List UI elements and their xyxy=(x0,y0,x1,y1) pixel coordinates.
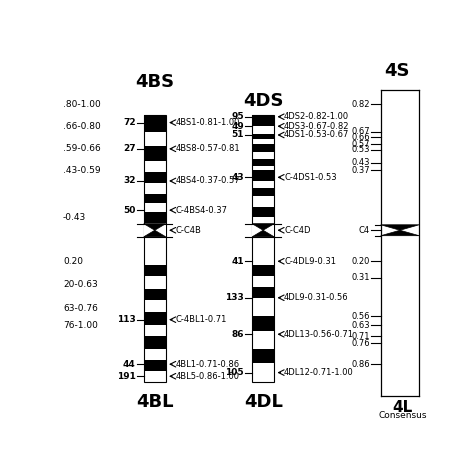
Polygon shape xyxy=(381,230,419,236)
Polygon shape xyxy=(252,230,274,237)
Text: 0.86: 0.86 xyxy=(351,360,370,369)
Text: 4DS3-0.67-0.82: 4DS3-0.67-0.82 xyxy=(284,122,349,131)
Text: 32: 32 xyxy=(123,176,136,185)
Text: 4L: 4L xyxy=(392,401,413,416)
Text: 4BS: 4BS xyxy=(135,73,174,91)
Text: 113: 113 xyxy=(117,315,136,324)
Bar xyxy=(252,188,274,196)
Bar xyxy=(144,146,166,161)
Polygon shape xyxy=(381,225,419,230)
Bar xyxy=(252,134,274,139)
Bar xyxy=(144,115,166,132)
Text: 86: 86 xyxy=(231,330,244,339)
Text: 50: 50 xyxy=(123,206,136,215)
Text: 0.76: 0.76 xyxy=(351,339,370,348)
Text: 0.20: 0.20 xyxy=(351,257,370,266)
Bar xyxy=(252,224,274,237)
Text: C-4DS1-0.53: C-4DS1-0.53 xyxy=(284,173,337,182)
Text: C-4BL1-0.71: C-4BL1-0.71 xyxy=(176,315,227,324)
Text: 0.56: 0.56 xyxy=(351,311,370,320)
Bar xyxy=(252,170,274,181)
Text: 41: 41 xyxy=(231,257,244,266)
Polygon shape xyxy=(144,230,166,237)
Bar xyxy=(252,316,274,331)
Polygon shape xyxy=(252,224,274,230)
Text: C-C4D: C-C4D xyxy=(284,226,310,235)
Text: 0.63: 0.63 xyxy=(351,320,370,329)
Text: 4BS4-0.37-0.57: 4BS4-0.37-0.57 xyxy=(176,176,240,185)
Text: 0.37: 0.37 xyxy=(351,165,370,174)
Bar xyxy=(144,212,166,223)
Polygon shape xyxy=(144,224,166,230)
Text: C-C4B: C-C4B xyxy=(176,226,201,235)
Text: 0.43: 0.43 xyxy=(351,158,370,167)
Text: .59-0.66: .59-0.66 xyxy=(63,145,100,154)
Bar xyxy=(144,194,166,203)
Text: 0.66: 0.66 xyxy=(351,133,370,142)
Text: .66-0.80: .66-0.80 xyxy=(63,122,100,131)
Text: 4DL13-0.56-0.71: 4DL13-0.56-0.71 xyxy=(284,330,354,339)
Text: .80-1.00: .80-1.00 xyxy=(63,100,100,109)
Text: 27: 27 xyxy=(123,145,136,154)
Text: C4: C4 xyxy=(358,226,370,235)
Text: 0.82: 0.82 xyxy=(351,100,370,109)
Text: 72: 72 xyxy=(123,118,136,127)
Text: 0.20: 0.20 xyxy=(63,257,83,266)
Bar xyxy=(252,287,274,298)
Bar xyxy=(144,224,166,237)
Text: 51: 51 xyxy=(231,130,244,139)
Text: 0.53: 0.53 xyxy=(351,146,370,155)
Text: 191: 191 xyxy=(117,372,136,381)
Text: 76-1.00: 76-1.00 xyxy=(63,320,98,329)
Bar xyxy=(144,312,166,325)
Bar xyxy=(252,349,274,364)
Text: 4S: 4S xyxy=(384,63,410,81)
Text: 0.31: 0.31 xyxy=(351,273,370,282)
Bar xyxy=(144,172,166,183)
Bar xyxy=(252,207,274,218)
Text: 4BS8-0.57-0.81: 4BS8-0.57-0.81 xyxy=(176,145,240,154)
Text: 133: 133 xyxy=(225,293,244,302)
Text: 4DL12-0.71-1.00: 4DL12-0.71-1.00 xyxy=(284,368,354,377)
Bar xyxy=(144,289,166,300)
Text: Consensus: Consensus xyxy=(378,411,427,420)
Bar xyxy=(252,115,274,126)
Bar xyxy=(144,265,166,276)
Text: 20-0.63: 20-0.63 xyxy=(63,281,98,290)
Text: 0.57: 0.57 xyxy=(351,140,370,149)
Text: 4DS: 4DS xyxy=(243,91,283,109)
Text: 4DS2-0.82-1.00: 4DS2-0.82-1.00 xyxy=(284,112,349,121)
Text: C-4BS4-0.37: C-4BS4-0.37 xyxy=(176,206,228,215)
Text: -0.43: -0.43 xyxy=(63,213,86,222)
Bar xyxy=(252,145,274,152)
Bar xyxy=(252,265,274,276)
Text: 95: 95 xyxy=(231,112,244,121)
Text: 44: 44 xyxy=(123,360,136,369)
Text: 49: 49 xyxy=(231,122,244,131)
Text: 4DL: 4DL xyxy=(244,393,283,411)
Text: 4BL: 4BL xyxy=(136,393,173,411)
Bar xyxy=(144,336,166,349)
Bar xyxy=(144,115,166,382)
Bar xyxy=(252,159,274,166)
Text: 4DL9-0.31-0.56: 4DL9-0.31-0.56 xyxy=(284,293,349,302)
Text: 43: 43 xyxy=(231,173,244,182)
Text: .43-0.59: .43-0.59 xyxy=(63,165,100,174)
Text: 0.71: 0.71 xyxy=(351,332,370,341)
Text: 4DS1-0.53-0.67: 4DS1-0.53-0.67 xyxy=(284,130,349,139)
Text: 4BS1-0.81-1.00: 4BS1-0.81-1.00 xyxy=(176,118,240,127)
Text: 0.67: 0.67 xyxy=(351,127,370,136)
Text: 105: 105 xyxy=(226,368,244,377)
Text: C-4DL9-0.31: C-4DL9-0.31 xyxy=(284,257,336,266)
Text: 4BL5-0.86-1.00: 4BL5-0.86-1.00 xyxy=(176,372,240,381)
Bar xyxy=(252,115,274,382)
Text: 63-0.76: 63-0.76 xyxy=(63,304,98,313)
Bar xyxy=(144,360,166,371)
Text: 4BL1-0.71-0.86: 4BL1-0.71-0.86 xyxy=(176,360,240,369)
